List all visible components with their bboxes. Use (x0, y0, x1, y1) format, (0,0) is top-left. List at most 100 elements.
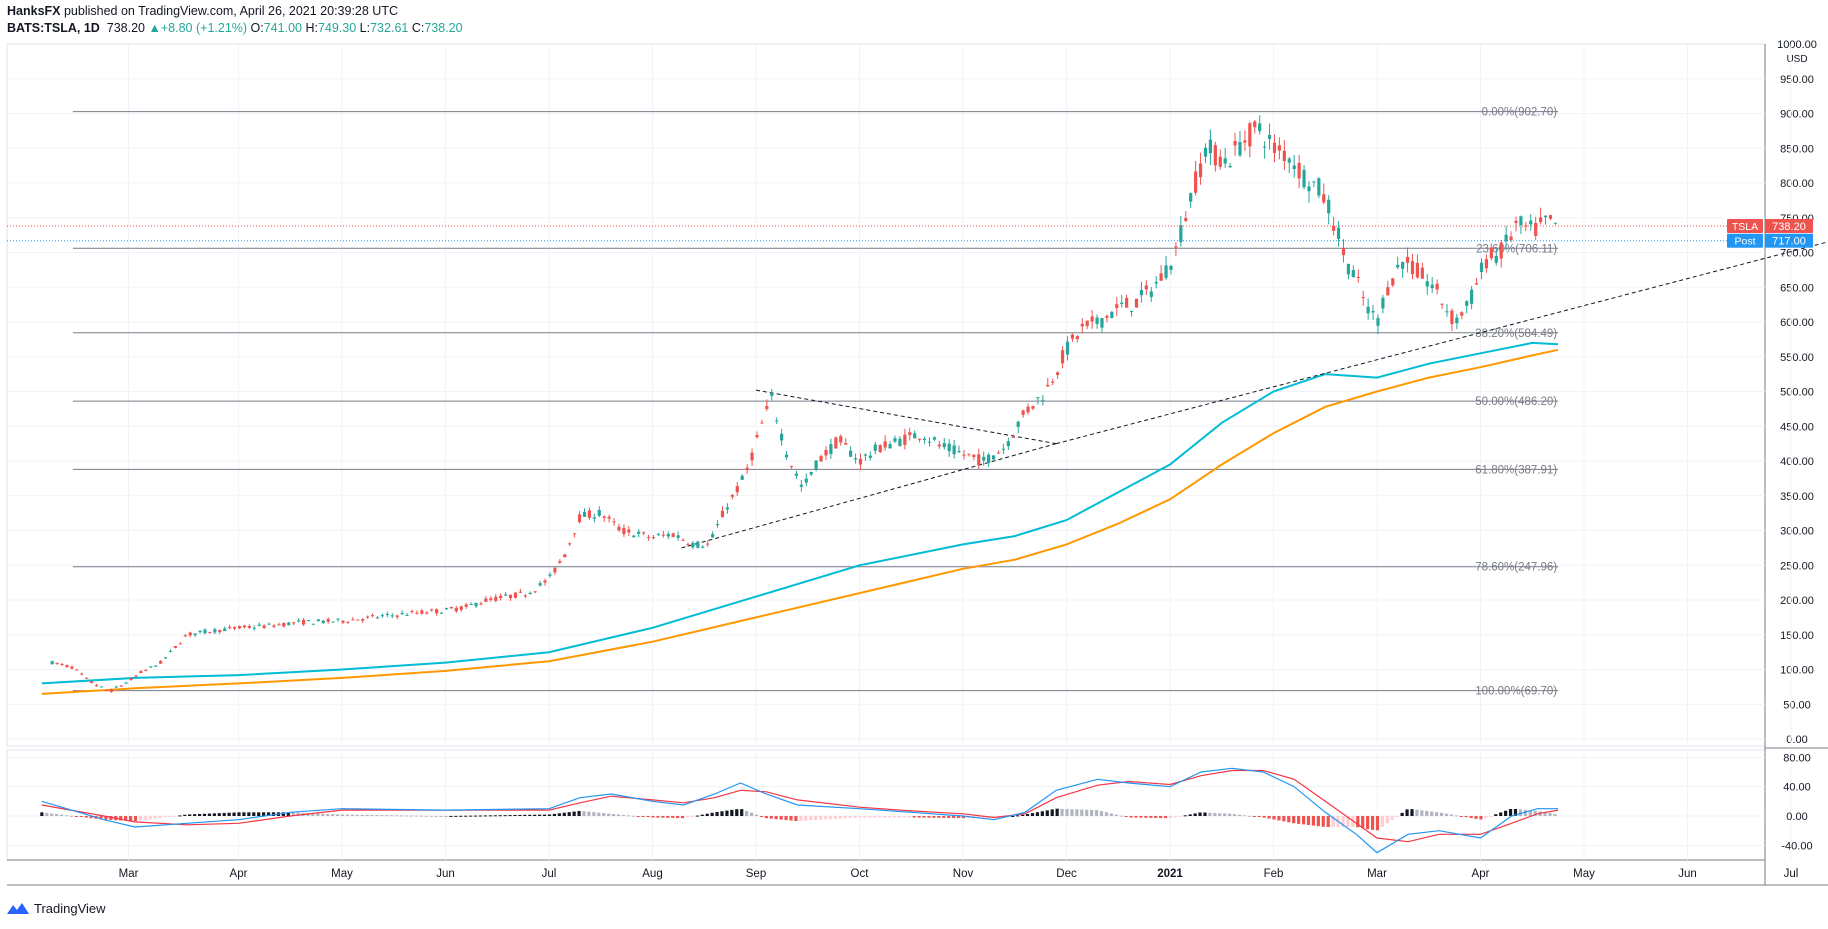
histogram-bar (1178, 816, 1182, 817)
x-tick-label: Jun (436, 868, 455, 880)
histogram-bar (883, 816, 887, 818)
histogram-bar (375, 815, 379, 817)
histogram-bar (621, 814, 626, 816)
histogram-bar (1489, 816, 1493, 817)
candle-body (844, 443, 848, 445)
x-tick-label: Jun (1678, 868, 1697, 880)
histogram-bar (1380, 816, 1385, 827)
candle-body (691, 542, 695, 548)
y-tick-label: 450.00 (1780, 421, 1814, 433)
histogram-bar (616, 814, 621, 816)
y-tick-label: 700.00 (1780, 248, 1814, 260)
candle-body (873, 444, 877, 451)
histogram-bar (207, 813, 212, 816)
last-price-value-label: 738.20 (1772, 221, 1806, 233)
ohlc-legend: BATS:TSLA, 1D 738.20 ▲+8.80 (+1.21%) O:7… (7, 21, 463, 35)
candle-body (479, 603, 483, 605)
candle-body (1484, 259, 1489, 269)
histogram-bar (291, 812, 295, 816)
histogram-bar (730, 809, 734, 816)
author-name[interactable]: HanksFX (7, 4, 61, 18)
histogram-bar (311, 813, 315, 816)
tradingview-brand[interactable]: TradingView (6, 901, 106, 916)
histogram-bar (779, 816, 783, 820)
candle-body (1095, 317, 1099, 324)
candle-body (405, 615, 409, 617)
fib-level-label: 100.00%(69.70) (1475, 686, 1557, 698)
candle-body (1450, 310, 1454, 325)
symbol-label[interactable]: BATS:TSLA, 1D (7, 21, 100, 35)
histogram-bar (1287, 816, 1291, 823)
candle-body (316, 619, 320, 622)
candle-body (760, 422, 764, 424)
histogram-bar (922, 816, 926, 818)
histogram-bar (335, 814, 340, 816)
histogram-bar (1375, 816, 1380, 831)
histogram-bar (1331, 816, 1335, 827)
candle-body (1110, 311, 1114, 319)
post-price-symbol-tag (1727, 233, 1763, 248)
candle-body (415, 612, 419, 614)
candle-body (637, 531, 641, 534)
candle-body (385, 613, 389, 615)
candle-body (400, 612, 404, 614)
candle-body (1425, 281, 1429, 287)
histogram-bar (676, 816, 680, 819)
x-tick-label: May (331, 868, 353, 880)
histogram-bar (1119, 815, 1123, 817)
histogram-bar (1198, 812, 1202, 816)
candle-body (513, 592, 518, 598)
histogram-bar (1277, 816, 1281, 821)
candle-body (484, 598, 488, 602)
y-axis-ticks: 1000.00950.00900.00850.00800.00750.00700… (7, 39, 1817, 746)
candle-body (494, 596, 498, 601)
candles (50, 115, 1558, 693)
histogram-bar (1129, 816, 1133, 818)
candle-body (1011, 436, 1015, 438)
candle-body (952, 445, 956, 455)
histogram-bar (759, 816, 764, 817)
histogram-bar (321, 813, 325, 816)
candle-body (1065, 341, 1070, 355)
candle-body (666, 533, 670, 537)
candle-body (173, 645, 178, 648)
candle-body (1031, 405, 1035, 409)
candle-body (504, 594, 508, 596)
histogram-bar (1035, 812, 1040, 816)
publish-info: HanksFX published on TradingView.com, Ap… (7, 4, 398, 18)
histogram-bar (429, 815, 433, 817)
histogram-bar (592, 812, 596, 816)
histogram-bar (1183, 815, 1187, 817)
histogram-bar (1168, 816, 1173, 819)
candle-body (730, 495, 734, 497)
histogram-bar (523, 814, 527, 816)
histogram-bar (59, 814, 64, 816)
candle-body (282, 622, 286, 627)
candle-body (661, 534, 665, 536)
candle-body (1233, 140, 1237, 146)
candle-body (932, 437, 937, 440)
post-price-value-label: 717.00 (1772, 236, 1806, 248)
candle-body (370, 615, 375, 617)
candle-body (957, 450, 961, 452)
histogram-bar (1499, 812, 1503, 816)
histogram-bar (1405, 809, 1409, 816)
candle-body (99, 686, 104, 688)
histogram-bar (769, 816, 773, 819)
histogram-bar (804, 816, 808, 821)
candle-body (996, 452, 1001, 454)
candle-body (232, 627, 237, 629)
close-value: 738.20 (424, 21, 463, 35)
candle-body (114, 686, 118, 688)
candle-body (1470, 289, 1474, 304)
candle-body (937, 444, 941, 447)
candle-body (346, 621, 350, 623)
histogram-bar (1508, 809, 1513, 816)
histogram-bar (626, 815, 630, 817)
histogram-bar (671, 816, 675, 818)
histogram-bar (148, 816, 152, 820)
candle-body (1070, 334, 1075, 339)
candle-body (893, 438, 897, 442)
candle-body (301, 619, 306, 625)
